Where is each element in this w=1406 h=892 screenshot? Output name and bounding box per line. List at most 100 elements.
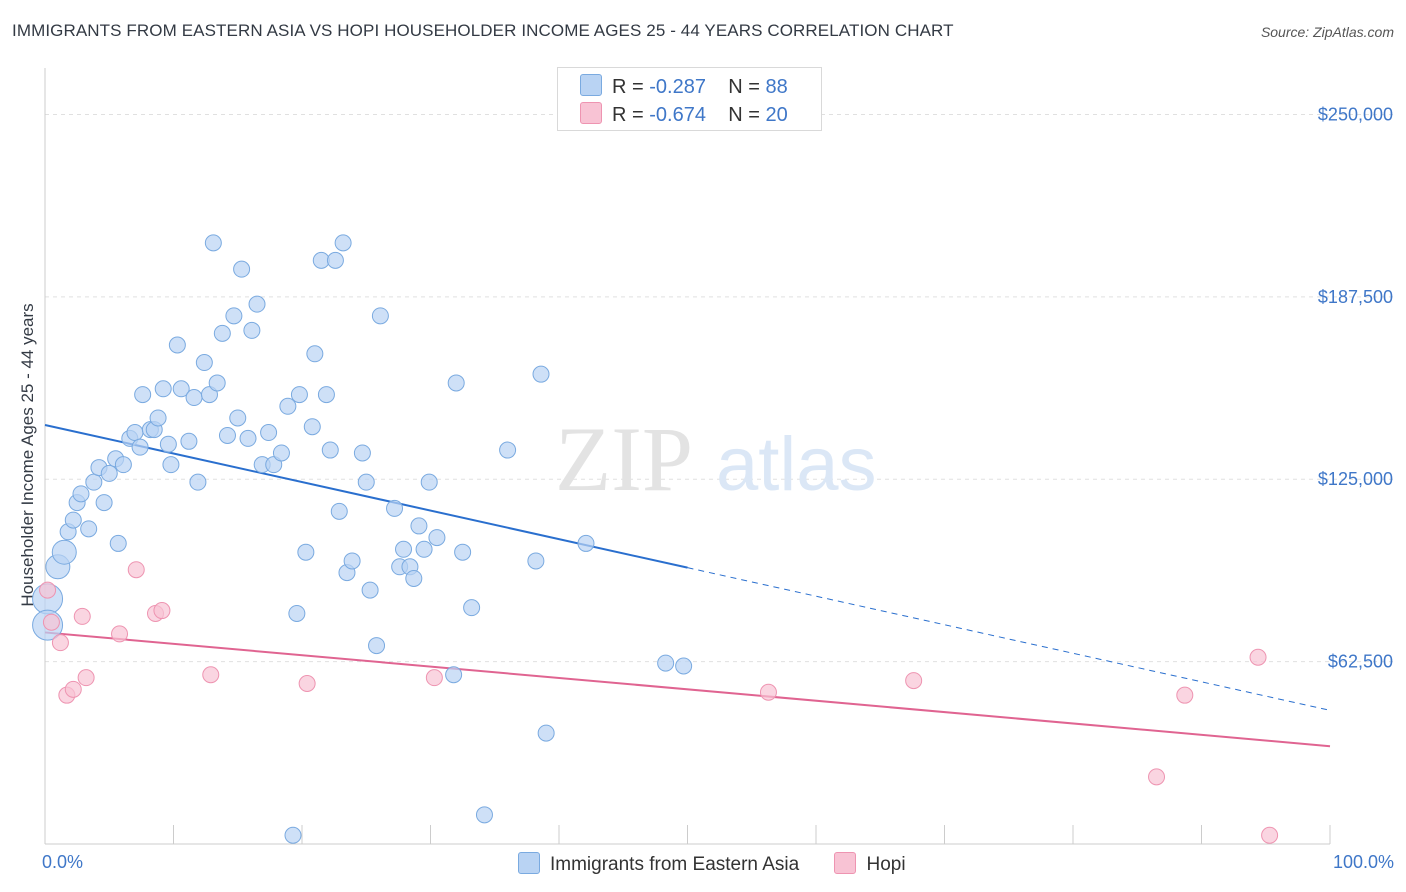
eastern-asia-point bbox=[361, 581, 379, 599]
hopi-point bbox=[111, 625, 129, 643]
hopi-point bbox=[42, 613, 60, 631]
eastern-asia-point bbox=[154, 380, 172, 398]
eastern-asia-point bbox=[353, 444, 371, 462]
eastern-asia-point bbox=[239, 429, 257, 447]
eastern-asia-point bbox=[306, 345, 324, 363]
eastern-asia-point bbox=[326, 251, 344, 269]
eastern-asia-point bbox=[248, 295, 266, 313]
eastern-asia-point bbox=[208, 374, 226, 392]
eastern-asia-point bbox=[386, 499, 404, 517]
eastern-asia-point bbox=[200, 386, 218, 404]
hopi-point bbox=[202, 666, 220, 684]
y-tick-label: $125,000 bbox=[1318, 469, 1393, 489]
eastern-asia-point bbox=[288, 604, 306, 622]
eastern-asia-point bbox=[368, 637, 386, 655]
eastern-asia-point bbox=[321, 441, 339, 459]
hopi-point bbox=[39, 581, 57, 599]
eastern-asia-point bbox=[213, 324, 231, 342]
eastern-asia-point bbox=[357, 473, 375, 491]
eastern-asia-point bbox=[454, 543, 472, 561]
eastern-asia-point bbox=[109, 534, 127, 552]
hopi-point bbox=[127, 561, 145, 579]
eastern-asia-point bbox=[371, 307, 389, 325]
eastern-asia-point bbox=[284, 826, 302, 844]
hopi-point bbox=[51, 634, 69, 652]
eastern-asia-point bbox=[260, 424, 278, 442]
eastern-asia-point bbox=[420, 473, 438, 491]
eastern-asia-point bbox=[330, 502, 348, 520]
eastern-asia-point bbox=[410, 517, 428, 535]
eastern-asia-point bbox=[95, 494, 113, 512]
series-legend: Immigrants from Eastern Asia Hopi bbox=[518, 852, 936, 876]
eastern-asia-point bbox=[64, 511, 82, 529]
hopi-trend-line bbox=[44, 631, 1331, 748]
eastern-asia-point bbox=[85, 473, 103, 491]
x-tick-label-max: 100.0% bbox=[1332, 852, 1394, 872]
hopi-point bbox=[1261, 826, 1279, 844]
eastern-asia-point bbox=[272, 444, 290, 462]
hopi-point bbox=[759, 683, 777, 701]
eastern-asia-point bbox=[577, 534, 595, 552]
eastern-asia-point bbox=[233, 260, 251, 278]
eastern-asia-point bbox=[532, 365, 550, 383]
eastern-asia-point bbox=[189, 473, 207, 491]
eastern-asia-point bbox=[475, 806, 493, 824]
eastern-asia-point bbox=[279, 397, 297, 415]
eastern-asia-point bbox=[185, 389, 203, 407]
eastern-asia-point bbox=[463, 599, 481, 617]
eastern-asia-point bbox=[80, 520, 98, 538]
hopi-point bbox=[153, 602, 171, 620]
hopi-point bbox=[425, 669, 443, 687]
legend-row-eastern-asia: R = -0.287 N = 88 bbox=[580, 74, 788, 98]
series-legend-item-eastern-asia: Immigrants from Eastern Asia bbox=[518, 852, 799, 876]
y-tick-label: $187,500 bbox=[1318, 287, 1393, 307]
eastern-asia-point bbox=[537, 724, 555, 742]
hopi-point bbox=[64, 680, 82, 698]
correlation-legend: R = -0.287 N = 88 R = -0.674 N = 20 bbox=[557, 67, 822, 131]
chart-title: IMMIGRANTS FROM EASTERN ASIA VS HOPI HOU… bbox=[12, 21, 954, 40]
legend-row-hopi: R = -0.674 N = 20 bbox=[580, 102, 788, 126]
eastern-asia-point bbox=[334, 234, 352, 252]
eastern-asia-point bbox=[415, 540, 433, 558]
source-label: Source: ZipAtlas.com bbox=[1260, 24, 1394, 40]
hopi-point bbox=[73, 607, 91, 625]
eastern-asia-point bbox=[265, 456, 283, 474]
gridlines bbox=[45, 113, 1395, 663]
legend-swatch-eastern-asia bbox=[580, 74, 602, 96]
eastern-asia-point bbox=[527, 552, 545, 570]
eastern-asia-trend-extension bbox=[687, 567, 1331, 711]
eastern-asia-point bbox=[405, 569, 423, 587]
legend-n-value: 20 bbox=[765, 104, 788, 126]
eastern-asia-point bbox=[114, 456, 132, 474]
hopi-point bbox=[1148, 768, 1166, 786]
eastern-asia-point bbox=[131, 438, 149, 456]
eastern-asia-point bbox=[657, 654, 675, 672]
eastern-asia-point bbox=[149, 409, 167, 427]
eastern-asia-point bbox=[162, 456, 180, 474]
legend-swatch-hopi bbox=[580, 102, 602, 124]
hopi-point bbox=[905, 672, 923, 690]
hopi-point bbox=[1249, 648, 1267, 666]
eastern-asia-point bbox=[134, 386, 152, 404]
eastern-asia-point bbox=[297, 543, 315, 561]
eastern-asia-point bbox=[312, 251, 330, 269]
legend-r-value: -0.674 bbox=[649, 104, 706, 126]
eastern-asia-point bbox=[317, 386, 335, 404]
watermark-atlas: atlas bbox=[716, 422, 877, 507]
hopi-point bbox=[1176, 686, 1194, 704]
data-points bbox=[32, 234, 1279, 844]
eastern-asia-point bbox=[168, 336, 186, 354]
eastern-asia-point bbox=[218, 426, 236, 444]
series-legend-item-hopi: Hopi bbox=[834, 852, 906, 876]
eastern-asia-point bbox=[51, 539, 77, 565]
legend-r-value: -0.287 bbox=[649, 76, 706, 98]
eastern-asia-point bbox=[72, 485, 90, 503]
eastern-asia-point bbox=[204, 234, 222, 252]
eastern-asia-point bbox=[159, 435, 177, 453]
eastern-asia-point bbox=[290, 386, 308, 404]
x-tick-label-min: 0.0% bbox=[42, 852, 84, 872]
eastern-asia-point bbox=[303, 418, 321, 436]
eastern-asia-point bbox=[243, 321, 261, 339]
eastern-asia-point bbox=[675, 657, 693, 675]
